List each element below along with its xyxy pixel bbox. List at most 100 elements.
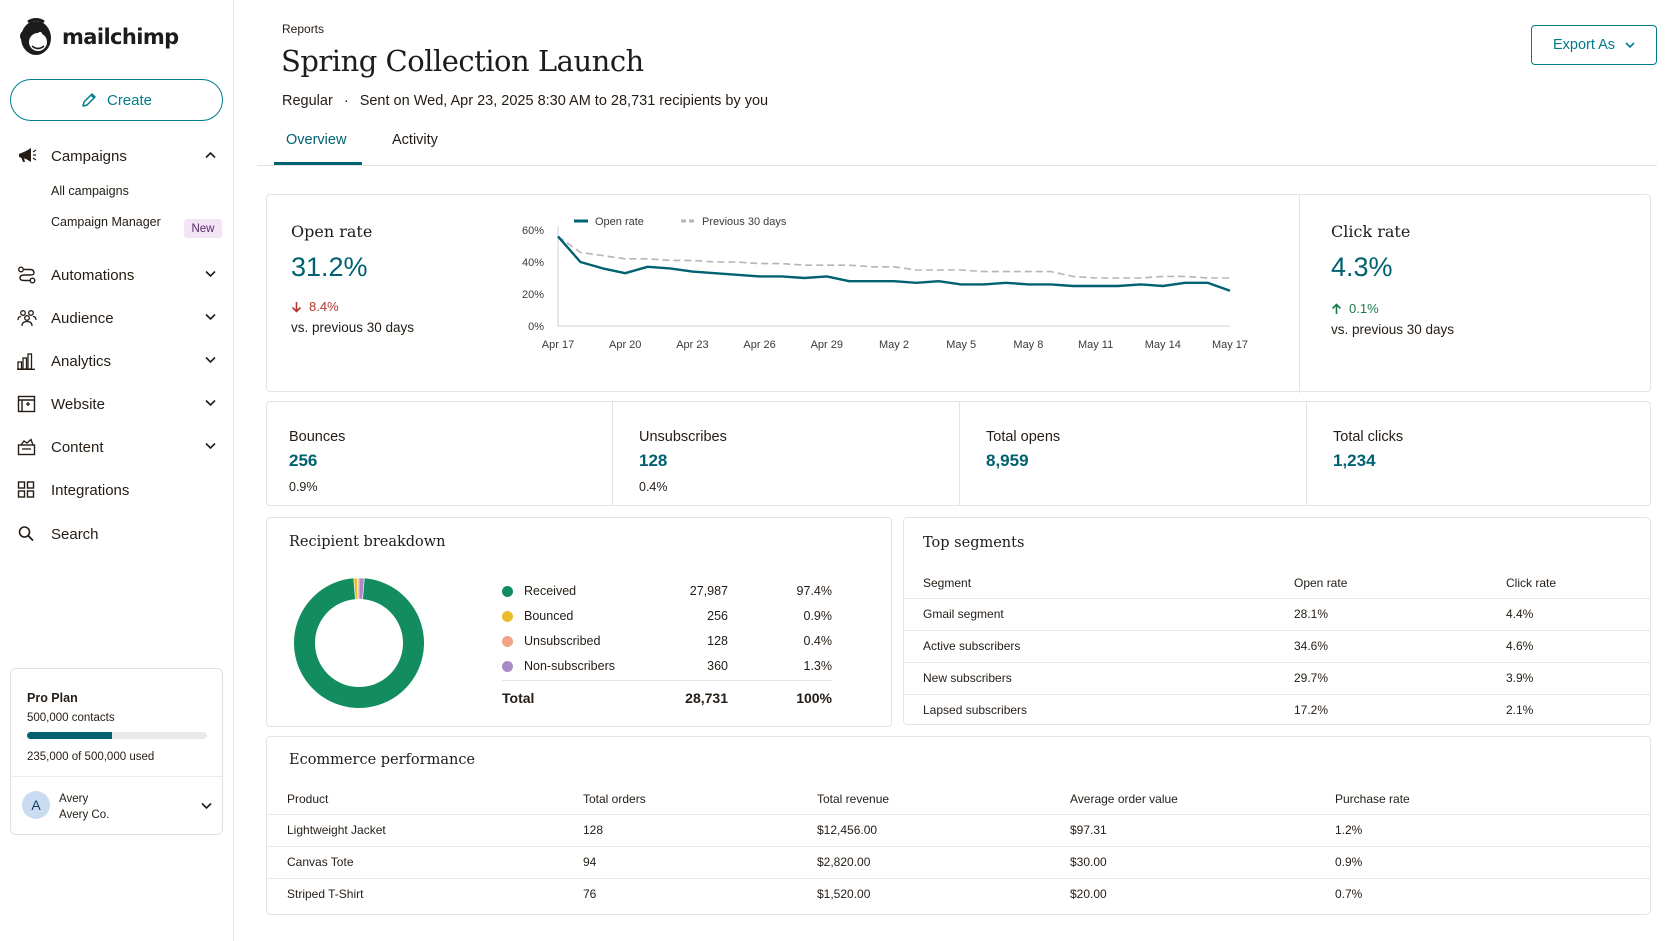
chevron-down-icon[interactable]	[205, 399, 216, 407]
segment-open-rate: 17.2%	[1294, 693, 1506, 726]
sidebar-item-label: Website	[51, 395, 105, 413]
table-row[interactable]: Lightweight Jacket 128 $12,456.00 $97.31…	[267, 813, 1650, 846]
sidebar-item-campaigns[interactable]: Campaigns	[0, 136, 234, 176]
campaign-meta: Regular · Sent on Wed, Apr 23, 2025 8:30…	[282, 93, 768, 109]
sidebar-item-analytics[interactable]: Analytics	[0, 341, 234, 381]
sidebar-item-label: Integrations	[51, 481, 130, 499]
chevron-down-icon[interactable]	[205, 356, 216, 364]
export-as-button[interactable]: Export As	[1531, 25, 1657, 65]
segment-name: Gmail segment	[904, 597, 1294, 630]
automation-icon	[18, 266, 36, 284]
purchase-rate: 0.9%	[1335, 845, 1650, 878]
click-rate-comparison: vs. previous 30 days	[1331, 322, 1455, 337]
logo-text: mailchimp	[62, 25, 179, 49]
open-rate-delta: 8.4%	[291, 299, 339, 314]
sidebar-item-audience[interactable]: Audience	[0, 298, 234, 338]
open-rate-title: Open rate	[291, 222, 373, 241]
stat-label: Unsubscribes	[639, 429, 727, 445]
sidebar-subitem-campaign-manager[interactable]: Campaign Manager	[51, 215, 161, 229]
average-order-value: $20.00	[1070, 877, 1335, 910]
open-rate-chart: Open rate Previous 30 days 0% 20% 40% 60% Apr…	[522, 216, 1248, 351]
segment-name: Active subscribers	[904, 629, 1294, 662]
chevron-down-icon[interactable]	[201, 802, 212, 810]
sidebar-item-integrations[interactable]: Integrations	[0, 470, 234, 510]
donut-slice-received[interactable]	[294, 578, 424, 708]
create-button[interactable]: Create	[10, 79, 223, 121]
sidebar-subitem-all-campaigns[interactable]: All campaigns	[51, 184, 129, 198]
x-tick-label: Apr 17	[542, 339, 574, 351]
stat-bounces: Bounces 256 0.9%	[267, 402, 612, 506]
table-row[interactable]: New subscribers 29.7% 3.9%	[904, 661, 1651, 694]
tab-overview[interactable]: Overview	[286, 132, 347, 148]
purchase-rate: 0.7%	[1335, 877, 1650, 910]
sidebar-item-content[interactable]: Content	[0, 427, 234, 467]
new-badge: New	[184, 219, 222, 238]
table-row[interactable]: Striped T-Shirt 76 $1,520.00 $20.00 0.7%	[267, 877, 1650, 910]
stat-value[interactable]: 256	[289, 451, 318, 470]
chevron-down-icon[interactable]	[205, 313, 216, 321]
sent-info: Sent on Wed, Apr 23, 2025 8:30 AM to 28,…	[359, 93, 769, 109]
legend-percent: 1.3%	[803, 659, 833, 673]
sidebar-item-label: Audience	[51, 309, 114, 327]
stat-value[interactable]: 1,234	[1333, 451, 1376, 470]
tab-activity[interactable]: Activity	[392, 132, 438, 148]
x-tick-label: Apr 26	[743, 339, 775, 351]
chevron-down-icon	[1625, 41, 1635, 48]
product-name: Lightweight Jacket	[267, 813, 583, 846]
y-tick-label: 0%	[528, 321, 544, 333]
column-header: Segment	[923, 575, 972, 590]
tab-active-indicator	[274, 162, 362, 165]
stat-total-opens: Total opens 8,959	[960, 402, 1306, 506]
table-row[interactable]: Gmail segment 28.1% 4.4%	[904, 597, 1651, 630]
x-tick-label: May 14	[1145, 339, 1181, 351]
chevron-down-icon[interactable]	[205, 442, 216, 450]
chart-axes: 0% 20% 40% 60% Apr 17 Apr 20 Apr 23 Apr 26 Apr 2…	[522, 225, 1248, 351]
mailchimp-logo[interactable]: mailchimp	[16, 16, 179, 58]
chart-legend: Open rate Previous 30 days	[574, 216, 787, 228]
export-label: Export As	[1552, 37, 1616, 53]
sidebar-item-search[interactable]: Search	[0, 514, 234, 554]
series-line-previous-30-days	[557, 235, 1230, 279]
table-row[interactable]: Active subscribers 34.6% 4.6%	[904, 629, 1651, 662]
chevron-down-icon[interactable]	[205, 270, 216, 278]
chevron-up-icon[interactable]	[205, 151, 216, 159]
table-row[interactable]: Lapsed subscribers 17.2% 2.1%	[904, 693, 1651, 726]
meta-separator: ·	[343, 93, 349, 109]
x-tick-label: Apr 23	[676, 339, 708, 351]
stat-label: Bounces	[289, 429, 346, 445]
sidebar-item-website[interactable]: Website	[0, 384, 234, 424]
legend-total-label: Total	[502, 690, 535, 706]
audience-icon	[17, 310, 37, 327]
avatar[interactable]: A	[22, 791, 50, 819]
stat-total-clicks: Total clicks 1,234	[1307, 402, 1651, 506]
segment-open-rate: 29.7%	[1294, 661, 1506, 694]
divider	[1299, 195, 1300, 393]
ecommerce-table: Product Total orders Total revenue Avera…	[267, 784, 1650, 910]
breadcrumb[interactable]: Reports	[282, 22, 325, 36]
stat-value[interactable]: 8,959	[986, 451, 1029, 470]
average-order-value: $30.00	[1070, 845, 1335, 878]
pencil-icon	[82, 93, 96, 107]
legend-label: Previous 30 days	[702, 216, 787, 228]
series-line-open-rate	[557, 235, 1231, 292]
column-header: Total revenue	[817, 791, 890, 806]
arrow-up-icon	[1331, 302, 1342, 314]
stat-value[interactable]: 128	[639, 451, 668, 470]
total-orders: 128	[583, 813, 817, 846]
megaphone-icon	[19, 148, 37, 162]
plan-usage-fill	[27, 732, 112, 739]
legend-count: 256	[707, 609, 728, 623]
legend-total-count: 28,731	[685, 690, 728, 706]
page-title: Spring Collection Launch	[281, 44, 644, 78]
legend-dot	[502, 611, 513, 622]
legend-dot	[502, 661, 513, 672]
column-header: Open rate	[1294, 575, 1348, 590]
sidebar-item-label: Automations	[51, 266, 135, 284]
sidebar-item-automations[interactable]: Automations	[0, 255, 234, 295]
donut-slice-non-subscribers[interactable]	[358, 577, 365, 600]
click-rate-title: Click rate	[1331, 222, 1411, 241]
legend-label: Unsubscribed	[524, 634, 601, 648]
table-row[interactable]: Canvas Tote 94 $2,820.00 $30.00 0.9%	[267, 845, 1650, 878]
legend-row-unsubscribed: Unsubscribed 128 0.4%	[502, 632, 832, 654]
legend-count: 128	[707, 634, 728, 648]
